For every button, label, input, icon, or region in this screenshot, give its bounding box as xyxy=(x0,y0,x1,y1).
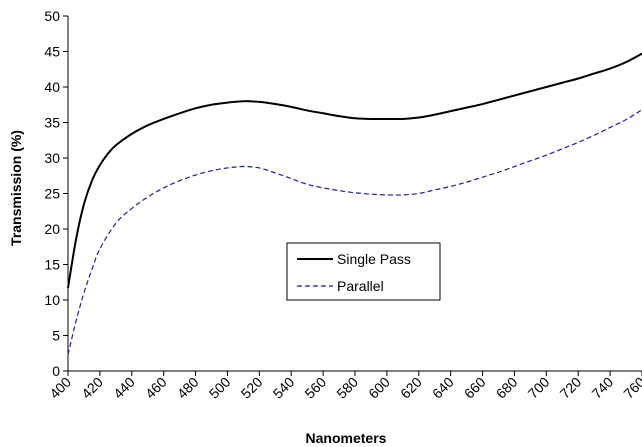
x-axis-title: Nanometers xyxy=(306,430,387,446)
x-tick-label: 580 xyxy=(333,374,361,402)
x-tick-label: 640 xyxy=(429,374,457,402)
y-tick-label: 45 xyxy=(44,44,60,60)
plot-area xyxy=(67,16,642,372)
x-tick-label: 500 xyxy=(206,374,234,402)
y-tick-label: 0 xyxy=(52,363,60,379)
legend-label-single-pass: Single Pass xyxy=(337,251,411,267)
y-tick-label: 15 xyxy=(44,257,60,273)
x-ticks: 400 420 440 460 480 500 520 540 560 580 600 620 640 6… xyxy=(46,371,642,402)
y-tick-label: 10 xyxy=(44,292,60,308)
x-tick-label: 700 xyxy=(525,374,553,402)
x-tick-label: 740 xyxy=(588,374,616,402)
y-tick-label: 35 xyxy=(44,115,60,131)
x-tick-label: 480 xyxy=(174,374,202,402)
legend-box xyxy=(286,242,441,301)
y-tick-label: 5 xyxy=(52,328,60,344)
series-layer xyxy=(67,52,642,355)
x-tick-label: 600 xyxy=(365,374,393,402)
y-tick-label: 30 xyxy=(44,150,60,166)
x-tick-label: 680 xyxy=(493,374,521,402)
y-tick-label: 50 xyxy=(44,8,60,24)
x-tick-label: 760 xyxy=(620,374,642,402)
y-ticks: 0 5 10 15 20 25 30 35 40 45 50 xyxy=(44,8,68,379)
x-tick-label: 400 xyxy=(46,374,74,402)
x-tick-label: 420 xyxy=(78,374,106,402)
x-tick-label: 440 xyxy=(110,374,138,402)
series-line-single-pass xyxy=(67,52,642,289)
x-tick-label: 720 xyxy=(557,374,585,402)
series-line-parallel xyxy=(67,109,642,355)
legend: Single Pass Parallel xyxy=(286,242,441,301)
x-tick-label: 620 xyxy=(397,374,425,402)
legend-label-parallel: Parallel xyxy=(337,278,384,294)
x-tick-label: 460 xyxy=(142,374,170,402)
x-tick-label: 540 xyxy=(270,374,298,402)
y-tick-label: 25 xyxy=(44,186,60,202)
x-tick-label: 560 xyxy=(301,374,329,402)
x-tick-label: 520 xyxy=(238,374,266,402)
y-tick-label: 20 xyxy=(44,221,60,237)
y-axis-title: Transmission (%) xyxy=(8,130,24,246)
x-tick-label: 660 xyxy=(461,374,489,402)
y-tick-label: 40 xyxy=(44,79,60,95)
